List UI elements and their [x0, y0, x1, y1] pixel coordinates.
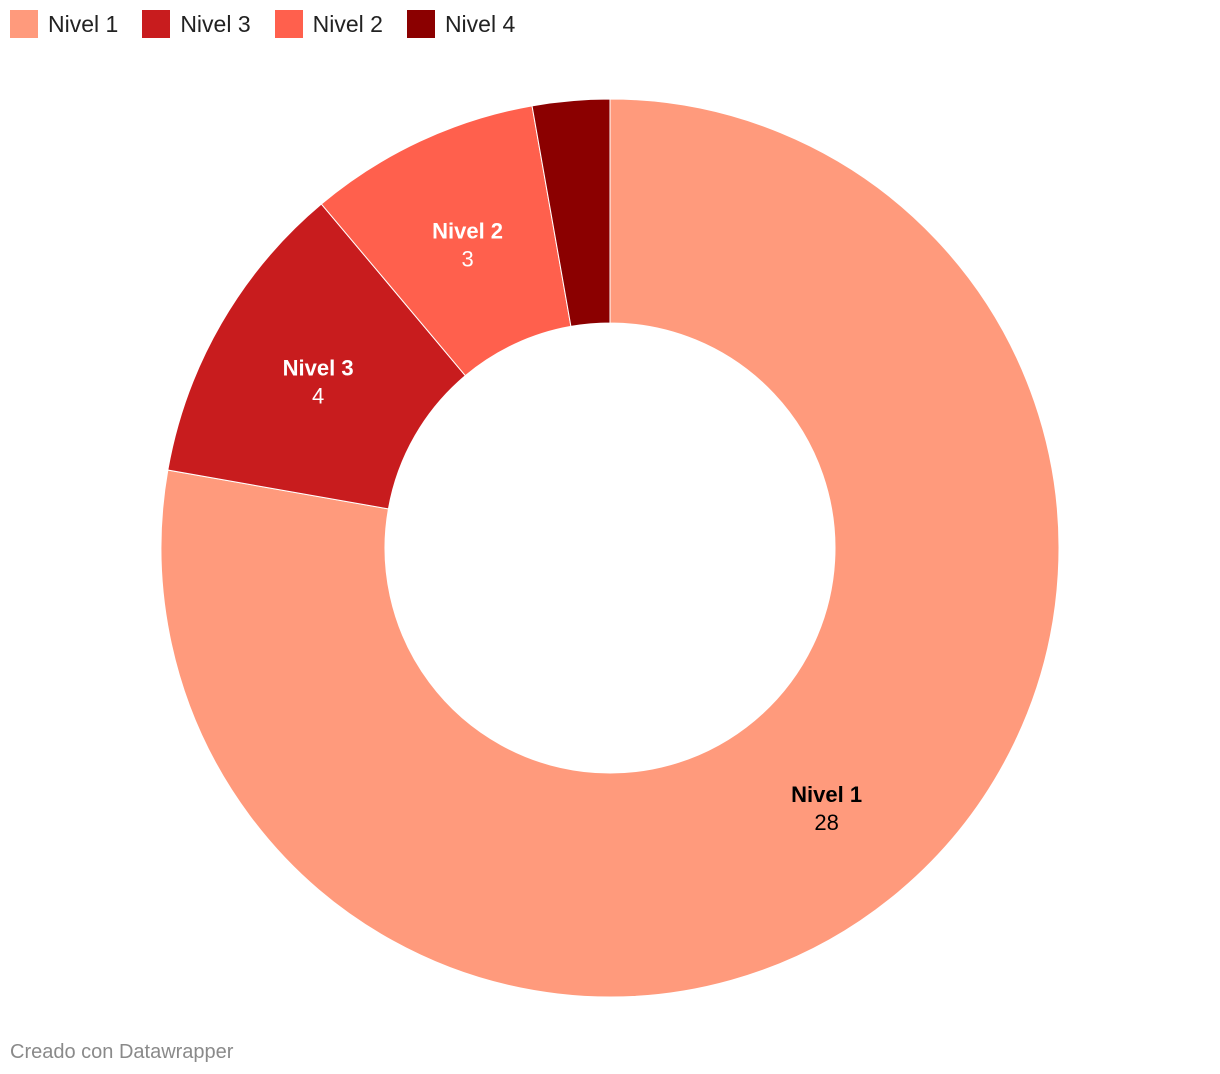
- legend-item-nivel-1: Nivel 1: [10, 10, 118, 38]
- legend-label-nivel-4: Nivel 4: [444, 11, 516, 37]
- slice-nivel-4: [531, 98, 611, 327]
- slice-label-nivel-3: Nivel 3: [283, 356, 354, 381]
- slice-label-nivel-2: Nivel 2: [432, 219, 503, 244]
- slice-nivel-3: [167, 203, 467, 510]
- chart-legend: Nivel 1 Nivel 3 Nivel 2 Nivel 4: [10, 10, 539, 38]
- legend-label-nivel-1: Nivel 1: [48, 11, 119, 37]
- legend-label-nivel-3: Nivel 3: [180, 11, 251, 37]
- legend-label-nivel-2: Nivel 2: [312, 11, 383, 37]
- legend-swatch-nivel-3: [142, 10, 171, 38]
- legend-item-nivel-4: Nivel 4: [406, 10, 516, 38]
- legend-swatch-nivel-2: [274, 10, 303, 38]
- slice-nivel-1: [160, 98, 1060, 998]
- slice-value-nivel-2: 3: [461, 247, 473, 272]
- slice-value-nivel-3: 4: [312, 384, 324, 409]
- legend-item-nivel-2: Nivel 2: [274, 10, 383, 38]
- legend-swatch-nivel-4: [406, 10, 435, 38]
- slice-label-nivel-1: Nivel 1: [791, 782, 862, 807]
- legend-swatch-nivel-1: [10, 10, 38, 38]
- slice-value-nivel-1: 28: [814, 810, 838, 835]
- legend-item-nivel-3: Nivel 3: [142, 10, 251, 38]
- footer-credit: Creado con Datawrapper: [10, 1041, 234, 1063]
